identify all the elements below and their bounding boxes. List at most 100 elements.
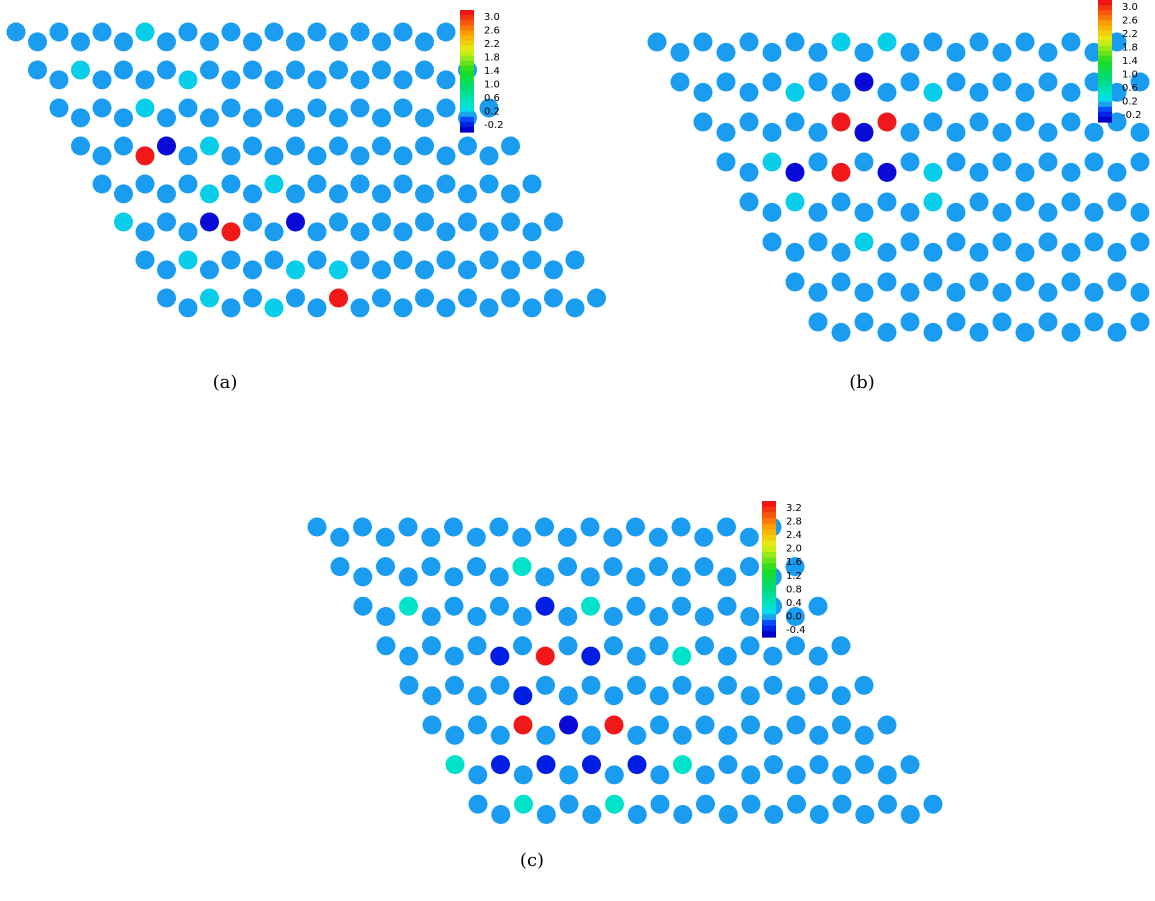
lattice-site	[92, 70, 112, 90]
lattice-site	[718, 675, 737, 695]
lattice-site	[372, 288, 391, 308]
lattice-site	[900, 202, 920, 222]
lattice-site	[694, 607, 714, 626]
lattice-site	[157, 212, 176, 232]
lattice-site	[558, 686, 578, 706]
lattice-site	[787, 794, 806, 814]
lattice-site	[243, 136, 262, 156]
lattice-site	[375, 527, 395, 547]
lattice-site	[832, 715, 851, 735]
lattice-site	[740, 557, 759, 577]
lattice-site	[329, 32, 348, 52]
lattice-site	[422, 715, 442, 735]
lattice-site-highlighted	[286, 212, 305, 232]
colorbar-segment	[1098, 35, 1112, 42]
lattice-site	[764, 755, 783, 775]
lattice-site	[1107, 192, 1127, 212]
lattice-site	[329, 108, 348, 128]
lattice-site	[221, 22, 241, 42]
colorbar-segment	[762, 569, 776, 576]
lattice-site	[580, 567, 600, 587]
lattice-site	[92, 22, 112, 42]
lattice-site	[900, 122, 920, 142]
lattice-site-highlighted	[178, 70, 198, 90]
lattice-site	[350, 250, 370, 270]
lattice-site	[522, 298, 542, 318]
lattice-site	[1061, 322, 1081, 342]
lattice-site	[831, 636, 851, 656]
colorbar-segment	[1098, 40, 1112, 47]
colorbar-segment	[460, 25, 474, 31]
colorbar-tick-label: -0.2	[1122, 110, 1142, 121]
lattice-site	[458, 136, 477, 156]
lattice-site	[135, 70, 155, 90]
colorbar-segment	[762, 591, 776, 598]
lattice-site-highlighted	[923, 82, 943, 102]
lattice-site	[1015, 112, 1035, 132]
lattice-site	[522, 222, 542, 242]
lattice-site	[808, 122, 828, 142]
lattice-site	[854, 282, 874, 302]
lattice-site	[1015, 32, 1035, 52]
lattice-site	[114, 108, 133, 128]
colorbar-segment	[1098, 61, 1112, 67]
lattice-site	[393, 250, 413, 270]
lattice-site	[372, 184, 391, 204]
colorbar-tick-label: 3.0	[1122, 2, 1138, 13]
lattice-site	[1038, 312, 1058, 332]
lattice-site	[307, 517, 327, 537]
colorbar-segment	[1098, 5, 1112, 11]
lattice-site-highlighted	[877, 112, 897, 132]
lattice-site	[946, 282, 966, 302]
lattice-site	[992, 72, 1012, 92]
colorbar-tick-label: 0.0	[786, 612, 802, 623]
lattice-site	[458, 184, 477, 204]
subplot-label-b: (b)	[849, 372, 875, 393]
lattice-site-highlighted	[627, 755, 647, 775]
colorbar-segment	[460, 35, 474, 42]
lattice-site	[877, 715, 897, 735]
lattice-site	[350, 22, 370, 42]
colorbar-segment	[460, 10, 474, 16]
lattice-site	[1084, 202, 1104, 222]
lattice-site	[785, 557, 805, 577]
lattice-site	[157, 184, 176, 204]
lattice-site	[422, 686, 442, 706]
lattice-site	[1130, 152, 1150, 172]
lattice-site	[71, 136, 90, 156]
lattice-site	[264, 98, 284, 118]
lattice-site-highlighted	[200, 136, 219, 156]
lattice-site	[946, 232, 966, 252]
lattice-site	[157, 260, 176, 280]
lattice-site	[1015, 82, 1035, 102]
lattice-site	[243, 108, 262, 128]
lattice-site	[717, 517, 736, 537]
lattice-site	[489, 517, 509, 537]
colorbar-tick-label: 1.2	[786, 571, 802, 582]
lattice-site	[178, 98, 198, 118]
lattice-site	[372, 60, 391, 80]
lattice-site	[393, 98, 413, 118]
lattice-site	[946, 152, 966, 172]
lattice-site	[739, 527, 759, 547]
colorbar-segment	[1098, 20, 1112, 26]
lattice-site	[900, 42, 920, 62]
lattice-site	[286, 288, 305, 308]
lattice-site	[444, 567, 464, 587]
lattice-site	[458, 288, 477, 308]
lattice-site	[832, 765, 852, 785]
lattice-site	[28, 60, 47, 80]
lattice-site	[350, 70, 370, 90]
lattice-site	[221, 298, 241, 318]
lattice-site	[200, 260, 219, 280]
lattice-site	[762, 72, 782, 92]
lattice-site	[1015, 322, 1035, 342]
lattice-site	[329, 212, 348, 232]
lattice-site-highlighted	[854, 232, 874, 252]
lattice-site	[393, 146, 413, 166]
colorbar-segment	[762, 529, 776, 536]
lattice-site	[512, 607, 532, 626]
lattice-site-highlighted	[135, 22, 155, 42]
lattice-site	[264, 70, 284, 90]
lattice-site	[466, 527, 486, 547]
